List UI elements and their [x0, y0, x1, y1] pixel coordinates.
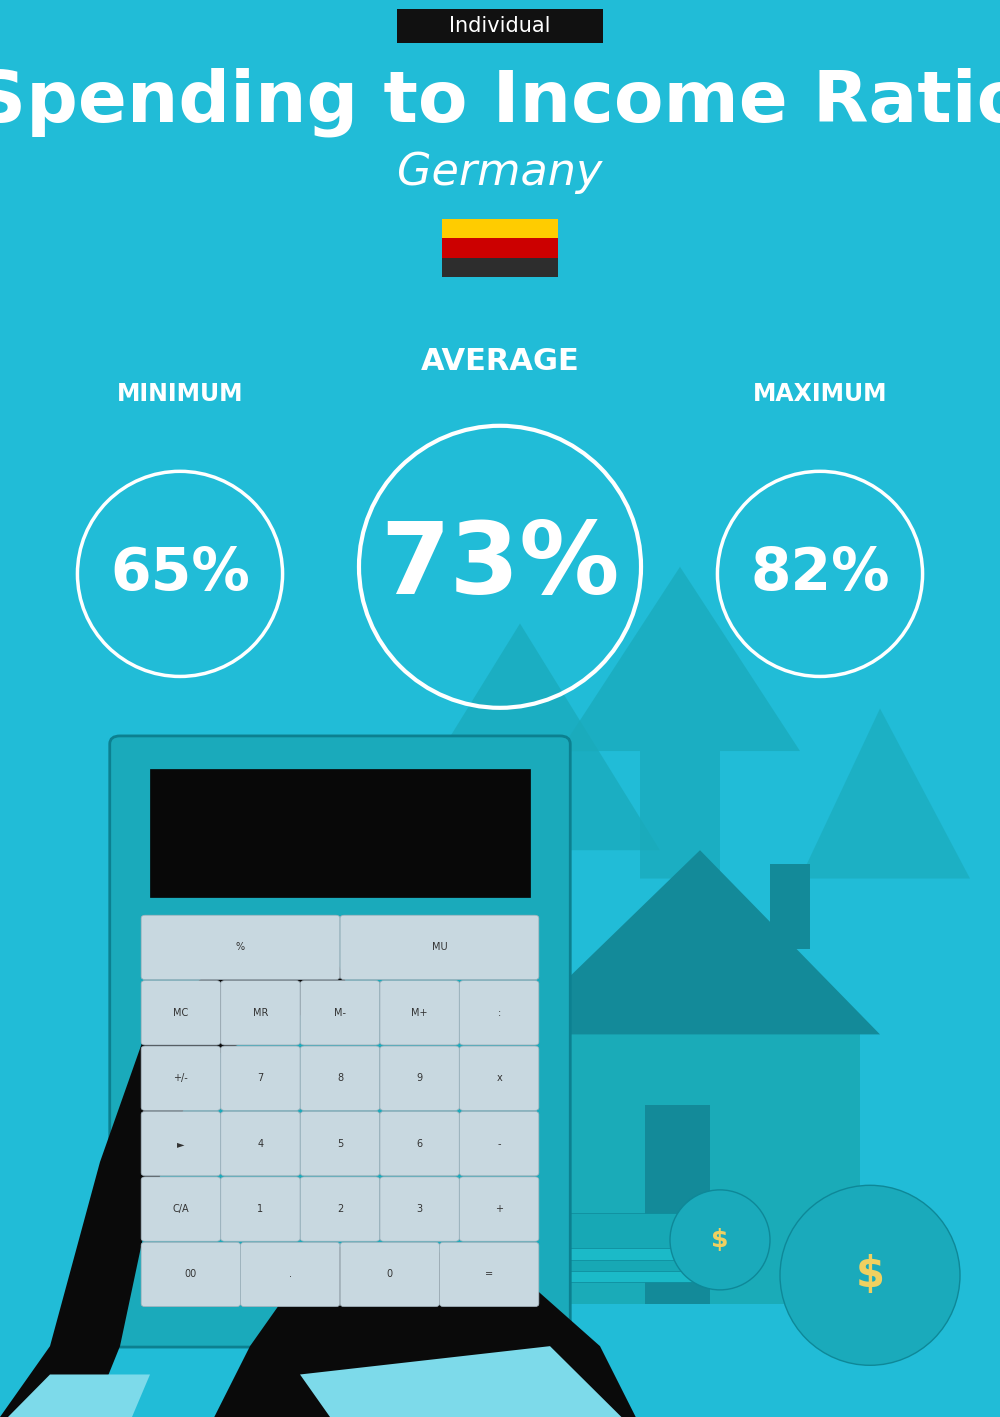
FancyBboxPatch shape	[460, 1178, 539, 1241]
FancyBboxPatch shape	[110, 735, 570, 1348]
FancyBboxPatch shape	[141, 1243, 240, 1306]
FancyBboxPatch shape	[221, 1111, 300, 1176]
Polygon shape	[0, 1374, 150, 1417]
FancyBboxPatch shape	[540, 1020, 860, 1304]
Text: MAXIMUM: MAXIMUM	[753, 383, 887, 405]
Text: 7: 7	[257, 1073, 264, 1083]
Polygon shape	[380, 623, 660, 850]
Text: 4: 4	[257, 1139, 263, 1149]
Text: ►: ►	[177, 1139, 185, 1149]
Text: 9: 9	[417, 1073, 423, 1083]
Text: 1: 1	[257, 1204, 263, 1214]
Text: 82%: 82%	[750, 546, 890, 602]
Text: %: %	[236, 942, 245, 952]
FancyBboxPatch shape	[770, 864, 810, 949]
Text: 5: 5	[337, 1139, 343, 1149]
Text: 3: 3	[417, 1204, 423, 1214]
Text: MC: MC	[173, 1007, 188, 1017]
Text: .: .	[289, 1270, 292, 1280]
Text: +/-: +/-	[173, 1073, 188, 1083]
Text: 73%: 73%	[380, 519, 620, 615]
FancyBboxPatch shape	[221, 1046, 300, 1111]
FancyBboxPatch shape	[442, 220, 558, 238]
FancyBboxPatch shape	[340, 1243, 439, 1306]
Ellipse shape	[780, 1185, 960, 1366]
Text: $: $	[711, 1229, 729, 1251]
FancyBboxPatch shape	[442, 258, 558, 276]
Polygon shape	[300, 1346, 650, 1417]
FancyBboxPatch shape	[141, 1111, 220, 1176]
FancyBboxPatch shape	[141, 915, 340, 979]
Text: M-: M-	[334, 1007, 346, 1017]
FancyBboxPatch shape	[340, 915, 539, 979]
Text: 00: 00	[185, 1270, 197, 1280]
FancyBboxPatch shape	[221, 1178, 300, 1241]
Polygon shape	[560, 567, 800, 879]
Text: 8: 8	[337, 1073, 343, 1083]
Text: :: :	[498, 1007, 501, 1017]
FancyBboxPatch shape	[530, 1236, 710, 1271]
FancyBboxPatch shape	[380, 1111, 459, 1176]
FancyBboxPatch shape	[397, 9, 603, 43]
FancyBboxPatch shape	[460, 1046, 539, 1111]
Text: AVERAGE: AVERAGE	[421, 347, 579, 376]
Text: 6: 6	[417, 1139, 423, 1149]
FancyBboxPatch shape	[530, 1224, 710, 1260]
Text: 65%: 65%	[110, 546, 250, 602]
FancyBboxPatch shape	[300, 1046, 380, 1111]
FancyBboxPatch shape	[141, 981, 220, 1044]
Ellipse shape	[670, 1190, 770, 1289]
FancyBboxPatch shape	[442, 238, 558, 258]
FancyBboxPatch shape	[530, 1213, 710, 1248]
Text: Spending to Income Ratio: Spending to Income Ratio	[0, 67, 1000, 137]
FancyBboxPatch shape	[380, 981, 459, 1044]
FancyBboxPatch shape	[241, 1243, 340, 1306]
Text: MU: MU	[432, 942, 447, 952]
Text: Individual: Individual	[449, 16, 551, 35]
Polygon shape	[510, 850, 880, 1034]
Text: -: -	[497, 1139, 501, 1149]
Text: 0: 0	[387, 1270, 393, 1280]
FancyBboxPatch shape	[645, 1105, 710, 1304]
FancyBboxPatch shape	[460, 1111, 539, 1176]
Text: +: +	[495, 1204, 503, 1214]
FancyBboxPatch shape	[221, 981, 300, 1044]
FancyBboxPatch shape	[141, 1178, 220, 1241]
FancyBboxPatch shape	[141, 1046, 220, 1111]
FancyBboxPatch shape	[440, 1243, 539, 1306]
FancyBboxPatch shape	[300, 1178, 380, 1241]
FancyBboxPatch shape	[300, 1111, 380, 1176]
Text: M+: M+	[411, 1007, 428, 1017]
FancyBboxPatch shape	[150, 769, 530, 897]
Polygon shape	[800, 708, 970, 879]
Text: $: $	[856, 1254, 885, 1297]
Polygon shape	[0, 921, 350, 1417]
Text: 2: 2	[337, 1204, 343, 1214]
FancyBboxPatch shape	[530, 1247, 710, 1282]
Text: =: =	[485, 1270, 493, 1280]
Text: MINIMUM: MINIMUM	[117, 383, 243, 405]
Text: C/A: C/A	[172, 1204, 189, 1214]
Text: Germany: Germany	[397, 152, 603, 194]
FancyBboxPatch shape	[380, 1046, 459, 1111]
Polygon shape	[200, 1247, 650, 1417]
Text: MR: MR	[253, 1007, 268, 1017]
FancyBboxPatch shape	[460, 981, 539, 1044]
FancyBboxPatch shape	[300, 981, 380, 1044]
FancyBboxPatch shape	[380, 1178, 459, 1241]
Text: x: x	[496, 1073, 502, 1083]
